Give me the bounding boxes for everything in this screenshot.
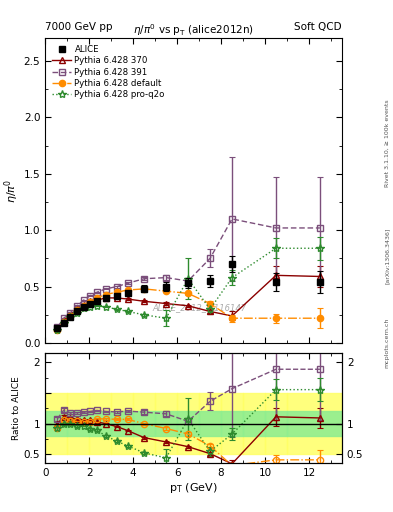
Text: ALICE_2012_I1116147: ALICE_2012_I1116147	[152, 304, 246, 312]
Y-axis label: Ratio to ALICE: Ratio to ALICE	[12, 376, 21, 440]
Text: mcplots.cern.ch: mcplots.cern.ch	[385, 318, 389, 368]
Text: Rivet 3.1.10, ≥ 100k events: Rivet 3.1.10, ≥ 100k events	[385, 99, 389, 187]
Text: 7000 GeV pp: 7000 GeV pp	[45, 22, 113, 32]
Legend: ALICE, Pythia 6.428 370, Pythia 6.428 391, Pythia 6.428 default, Pythia 6.428 pr: ALICE, Pythia 6.428 370, Pythia 6.428 39…	[50, 42, 167, 101]
Text: [arXiv:1306.3436]: [arXiv:1306.3436]	[385, 228, 389, 284]
Title: $\eta/\pi^0$ vs $\mathsf{p_T}$ (alice2012n): $\eta/\pi^0$ vs $\mathsf{p_T}$ (alice201…	[133, 23, 254, 38]
Text: Soft QCD: Soft QCD	[294, 22, 342, 32]
X-axis label: $\mathsf{p_T}$ (GeV): $\mathsf{p_T}$ (GeV)	[169, 481, 218, 495]
Y-axis label: $\eta/\pi^0$: $\eta/\pi^0$	[2, 179, 21, 203]
